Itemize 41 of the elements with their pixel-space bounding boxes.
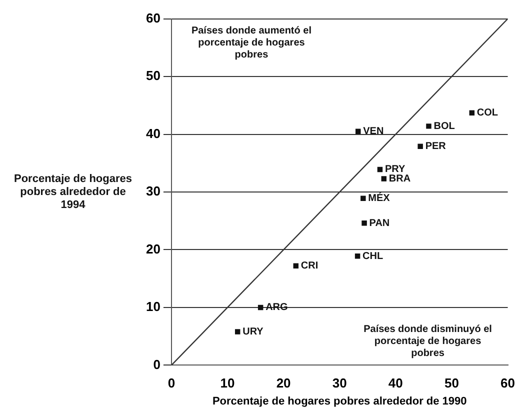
series-label: MÉX [368,192,390,204]
x-tick-label: 30 [332,376,347,391]
point [362,220,367,226]
series-label: COL [476,108,498,119]
y-tick-label: 20 [146,241,160,256]
point [293,263,299,269]
x-tick-label: 50 [444,376,459,391]
y-tick-label: 10 [146,299,160,314]
x-tick-label: 0 [168,376,176,391]
series-label: URY [242,326,264,338]
y-tick-label: 0 [153,356,160,372]
series-label: BOL [434,120,455,132]
x-tick-label: 40 [388,376,403,391]
x-tick-label: 10 [220,376,235,391]
x-axis-title: Porcentaje de hogares pobres alrededor de 1990 [212,395,467,408]
annotation: Países donde disminuyó el porcentaje de hogares pobres [364,324,492,359]
point [234,329,240,334]
series-label: PER [425,141,447,152]
x-tick-label: 20 [276,376,291,391]
point [360,196,366,201]
point [381,176,387,182]
series-label: CHL [362,250,384,262]
series-label: BRA [388,173,411,184]
point [426,124,432,129]
y-tick-label: 40 [146,126,160,141]
x-tick-label: 60 [500,376,516,391]
y-tick-label: 30 [146,184,160,199]
series-label: VEN [363,126,384,138]
point [377,166,383,172]
point [469,110,475,116]
y-tick-label: 50 [146,68,160,84]
y-axis-title: Porcentaje de hogares pobres alrededor de 1994 [14,173,132,212]
y-tick-label: 60 [146,10,160,26]
point [355,128,361,134]
series-label: CRI [300,260,318,272]
series-label: PAN [369,218,390,229]
series-label: PRY [384,164,406,176]
annotation: Países donde aumentó el porcentaje de hogares pobres [191,26,312,61]
point [354,253,360,259]
point [258,304,264,310]
point [418,144,423,150]
